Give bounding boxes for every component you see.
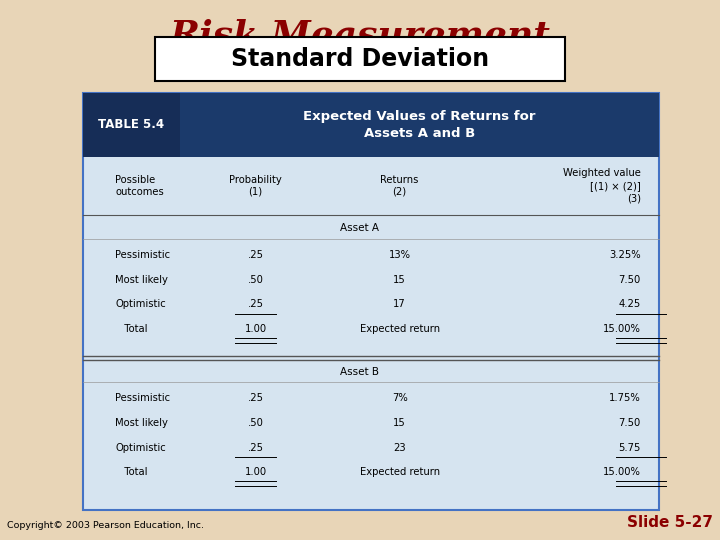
Text: Risk Measurement: Risk Measurement — [169, 19, 551, 53]
Text: Pessimistic: Pessimistic — [115, 393, 171, 403]
Text: 15.00%: 15.00% — [603, 467, 641, 477]
Text: Most likely: Most likely — [115, 275, 168, 285]
Text: Optimistic: Optimistic — [115, 299, 166, 309]
Text: 3.25%: 3.25% — [609, 250, 641, 260]
Text: 5.75: 5.75 — [618, 443, 641, 453]
Text: .25: .25 — [248, 443, 264, 453]
Text: TABLE 5.4: TABLE 5.4 — [99, 118, 164, 131]
Text: Weighted value
[(1) × (2)]
(3): Weighted value [(1) × (2)] (3) — [563, 168, 641, 203]
Text: 1.75%: 1.75% — [609, 393, 641, 403]
Text: .25: .25 — [248, 250, 264, 260]
Text: 4.25: 4.25 — [618, 299, 641, 309]
Text: 15.00%: 15.00% — [603, 324, 641, 334]
Text: .50: .50 — [248, 418, 264, 428]
Text: 7%: 7% — [392, 393, 408, 403]
Text: 7.50: 7.50 — [618, 418, 641, 428]
Text: Expected Values of Returns for
Assets A and B: Expected Values of Returns for Assets A … — [303, 110, 536, 140]
Text: Total: Total — [115, 324, 148, 334]
Text: 17: 17 — [393, 299, 406, 309]
Text: 1.00: 1.00 — [245, 467, 266, 477]
Text: Possible
outcomes: Possible outcomes — [115, 174, 164, 197]
Text: .25: .25 — [248, 393, 264, 403]
Text: .25: .25 — [248, 299, 264, 309]
Text: Pessimistic: Pessimistic — [115, 250, 171, 260]
Text: Expected return: Expected return — [359, 324, 440, 334]
FancyBboxPatch shape — [155, 37, 565, 81]
Text: 23: 23 — [393, 443, 406, 453]
Text: Most likely: Most likely — [115, 418, 168, 428]
Text: 15: 15 — [393, 275, 406, 285]
Text: Returns
(2): Returns (2) — [380, 174, 419, 197]
Text: Asset A: Asset A — [341, 224, 379, 233]
Text: Standard Deviation: Standard Deviation — [231, 47, 489, 71]
Text: Expected return: Expected return — [359, 467, 440, 477]
Bar — [83, 93, 180, 157]
Text: Asset B: Asset B — [341, 367, 379, 377]
Text: Copyright© 2003 Pearson Education, Inc.: Copyright© 2003 Pearson Education, Inc. — [7, 521, 204, 530]
Text: Optimistic: Optimistic — [115, 443, 166, 453]
Text: 13%: 13% — [389, 250, 410, 260]
Text: Slide 5-27: Slide 5-27 — [627, 515, 713, 530]
Bar — [83, 93, 659, 510]
Text: 7.50: 7.50 — [618, 275, 641, 285]
Text: .50: .50 — [248, 275, 264, 285]
Bar — [83, 93, 659, 157]
Text: 15: 15 — [393, 418, 406, 428]
Text: Probability
(1): Probability (1) — [229, 174, 282, 197]
Text: Total: Total — [115, 467, 148, 477]
Text: 1.00: 1.00 — [245, 324, 266, 334]
